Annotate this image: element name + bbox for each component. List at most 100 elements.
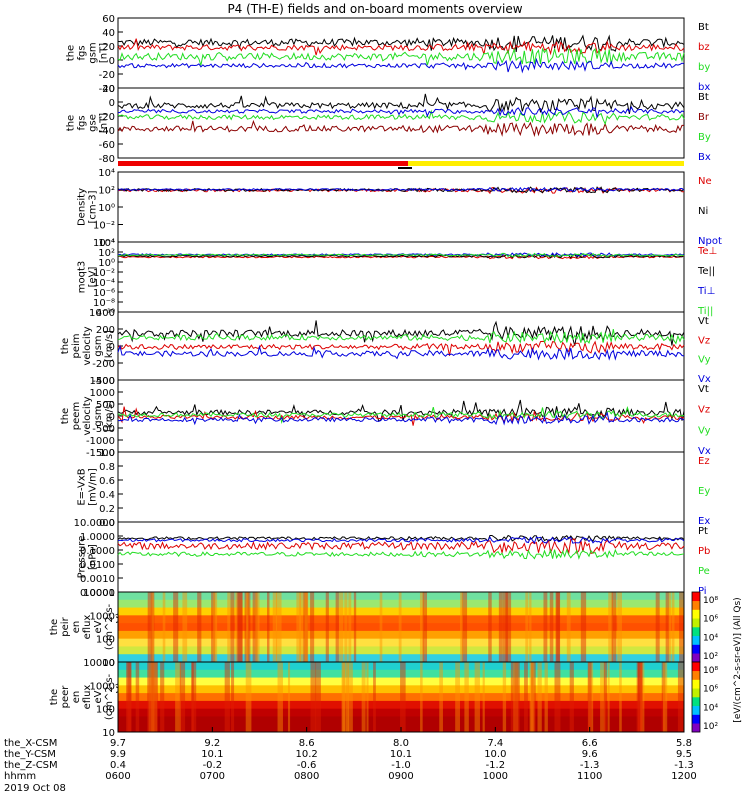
spectrogram-column xyxy=(668,592,672,662)
trace-Pb xyxy=(117,538,685,555)
spectrogram-column xyxy=(127,662,130,732)
trace-Vz xyxy=(117,340,685,356)
y-axis-label: [nT] xyxy=(99,43,110,63)
spectrogram-column xyxy=(461,592,468,662)
spectrogram-band xyxy=(118,615,684,624)
spectrogram-column xyxy=(152,662,158,732)
spectrogram-column xyxy=(150,592,154,662)
spectrogram-column xyxy=(580,592,587,662)
chart-title: P4 (TH-E) fields and on-board moments ov… xyxy=(227,2,522,16)
trace-by xyxy=(117,47,685,66)
spectrogram-column xyxy=(464,662,469,732)
spectrogram-column xyxy=(665,592,670,662)
y-tick-label: 10⁻² xyxy=(93,268,115,279)
y-tick-label: 0.0001 xyxy=(80,588,115,599)
spectrogram-column xyxy=(400,662,406,732)
x-tick-label: 0900 xyxy=(388,771,413,782)
colorbar-segment xyxy=(692,600,700,610)
spectrogram-column xyxy=(514,662,520,732)
spectrogram-column xyxy=(160,662,165,732)
y-axis-label: [eV] xyxy=(88,267,99,288)
spectrogram-column xyxy=(245,662,252,732)
spectrogram-column xyxy=(502,662,507,732)
colorbar-segment xyxy=(692,714,700,724)
legend-Ne: Ne xyxy=(698,176,712,187)
y-tick-label: -40 xyxy=(99,126,115,137)
spectrogram-column xyxy=(366,662,369,732)
spectrogram-band xyxy=(118,623,684,632)
x-tick-label: -1.3 xyxy=(674,760,694,771)
legend-by: by xyxy=(698,62,710,73)
x-tick-label: 9.7 xyxy=(110,738,126,749)
spectrogram-column xyxy=(611,592,617,662)
legend-Vy: Vy xyxy=(698,425,711,436)
x-tick-label: -0.6 xyxy=(297,760,317,771)
spectrogram-column xyxy=(211,592,216,662)
colorbar-tick-label: 10⁴ xyxy=(703,633,718,643)
x-row-label: hhmm xyxy=(4,771,36,782)
spectrogram-column xyxy=(587,662,592,732)
y-tick-label: 20 xyxy=(102,42,115,53)
y-tick-label: 0.1000 xyxy=(80,546,115,557)
trace-Vy xyxy=(117,329,685,345)
trace-By xyxy=(117,109,685,126)
colorbar-frame xyxy=(691,661,701,733)
spectrogram-column xyxy=(344,592,348,662)
legend-Vt: Vt xyxy=(698,316,709,327)
spectrogram-column xyxy=(191,662,197,732)
spectrogram-column xyxy=(544,662,548,732)
x-tick-label: 0700 xyxy=(200,771,225,782)
legend-Br: Br xyxy=(698,112,710,123)
y-tick-label: 1000 xyxy=(90,611,115,622)
spectrogram-column xyxy=(555,592,561,662)
y-axis-label: gsm xyxy=(93,405,104,426)
spectrogram-column xyxy=(420,662,423,732)
trace-Br xyxy=(117,119,684,138)
spectrogram-column xyxy=(346,662,349,732)
y-tick-label: 20 xyxy=(102,84,115,95)
y-axis-label: (cm^2-s- xyxy=(104,603,115,650)
spectrogram-column xyxy=(439,662,443,732)
legend-Ti⊥: Ti⊥ xyxy=(697,286,715,297)
spectrogram-column xyxy=(617,592,622,662)
spectrogram-column xyxy=(398,592,402,662)
y-tick-label: 0.0 xyxy=(99,518,115,529)
legend-bx: bx xyxy=(698,82,710,93)
spectrogram-column xyxy=(537,662,542,732)
y-tick-label: 0.8 xyxy=(99,462,115,473)
y-tick-label: 1000 xyxy=(90,681,115,692)
spectrogram-column xyxy=(671,592,675,662)
spectrogram-column xyxy=(235,592,238,662)
spectrogram-column xyxy=(529,592,532,662)
y-tick-label: 10 xyxy=(102,658,115,669)
spectrogram-column xyxy=(252,592,258,662)
colorbar-tick-label: 10⁸ xyxy=(703,666,718,676)
spectrogram-column xyxy=(603,662,607,732)
spectrogram-column xyxy=(227,592,231,662)
y-tick-label: 10.0000 xyxy=(74,518,115,529)
y-axis-label: [km/s] xyxy=(104,400,115,432)
y-tick-label: 0.2 xyxy=(99,504,115,515)
spectrogram-column xyxy=(419,592,424,662)
x-tick-label: 6.6 xyxy=(582,738,598,749)
spectrogram-column xyxy=(347,662,353,732)
spectrogram-column xyxy=(505,592,512,662)
legend-bz: bz xyxy=(698,42,710,53)
y-axis-label: [mV/m] xyxy=(88,468,99,506)
y-axis-label: fgs xyxy=(77,45,88,60)
mode-bar-marker xyxy=(398,167,412,169)
colorbar-tick-label: 10² xyxy=(703,652,718,662)
y-tick-label: 1.0000 xyxy=(80,532,115,543)
legend-Bx: Bx xyxy=(698,152,711,163)
spectrogram-column xyxy=(310,592,315,662)
y-tick-label: 10⁻⁶ xyxy=(93,288,115,299)
y-tick-label: 0 xyxy=(109,98,115,109)
spectrogram-column xyxy=(474,662,480,732)
y-tick-label: 1.0 xyxy=(99,448,115,459)
spectrogram-column xyxy=(455,662,460,732)
trace-bx xyxy=(117,57,685,74)
spectrogram-column xyxy=(379,592,383,662)
legend-Vz: Vz xyxy=(698,335,710,346)
trace-Vz xyxy=(117,406,685,426)
panel-frame-1 xyxy=(117,87,685,159)
